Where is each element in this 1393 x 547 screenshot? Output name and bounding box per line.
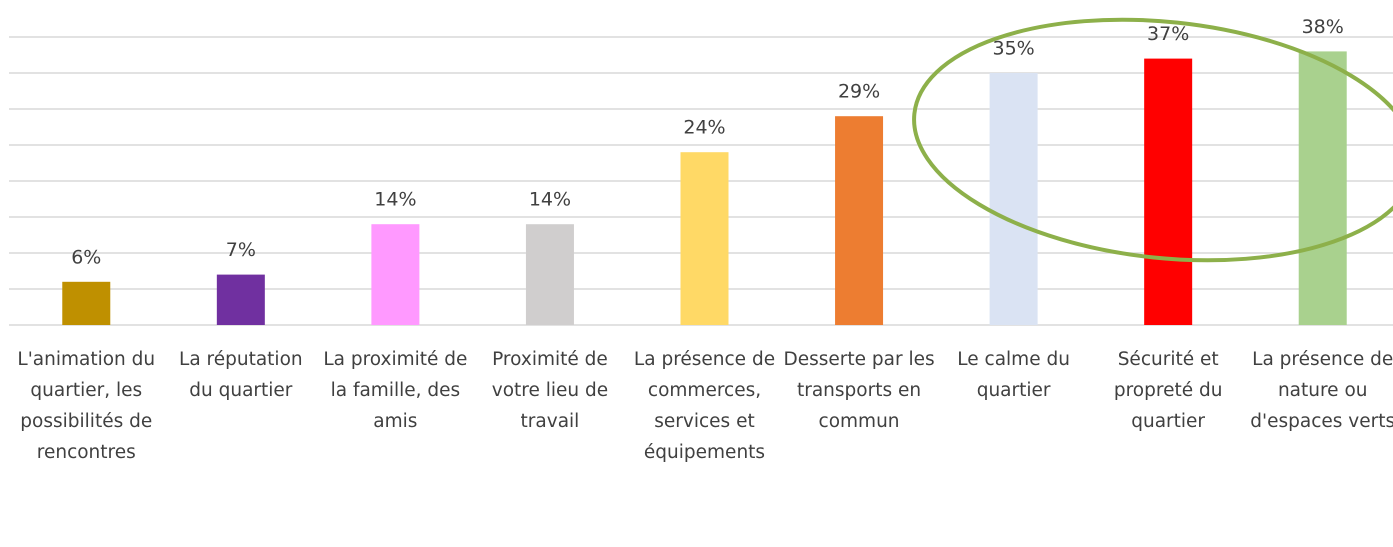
bar bbox=[835, 116, 884, 325]
value-label: 7% bbox=[226, 239, 256, 261]
x-tick-label: Le calme du quartier bbox=[957, 349, 1070, 401]
bar bbox=[1144, 58, 1193, 325]
value-label: 29% bbox=[838, 81, 880, 103]
bar bbox=[680, 152, 729, 325]
x-tick-label: Desserte par les transports en commun bbox=[783, 349, 935, 432]
bar bbox=[525, 224, 574, 325]
value-label: 14% bbox=[529, 189, 571, 211]
bar bbox=[1298, 51, 1347, 326]
value-label: 35% bbox=[992, 38, 1034, 60]
value-label: 6% bbox=[71, 246, 101, 268]
value-label: 24% bbox=[683, 117, 725, 139]
x-tick-label: La réputation du quartier bbox=[179, 349, 303, 401]
x-tick-label: La présence de commerces, services et éq… bbox=[633, 349, 776, 463]
bar bbox=[989, 73, 1038, 325]
bar bbox=[371, 224, 420, 325]
bar bbox=[62, 281, 111, 325]
x-tick-label: La présence de nature ou d'espaces verts bbox=[1250, 349, 1393, 432]
x-tick-label: La proximité de la famille, des amis bbox=[323, 349, 468, 432]
x-tick-label: Sécurité et propreté du quartier bbox=[1113, 349, 1223, 432]
x-tick-label: L'animation du quartier, les possibilité… bbox=[17, 349, 156, 463]
bar bbox=[216, 274, 265, 325]
value-label: 37% bbox=[1147, 23, 1189, 45]
highlight-ellipse bbox=[912, 17, 1393, 263]
value-label: 14% bbox=[374, 189, 416, 211]
value-label: 38% bbox=[1302, 16, 1344, 38]
x-tick-label: Proximité de votre lieu de travail bbox=[491, 349, 609, 432]
